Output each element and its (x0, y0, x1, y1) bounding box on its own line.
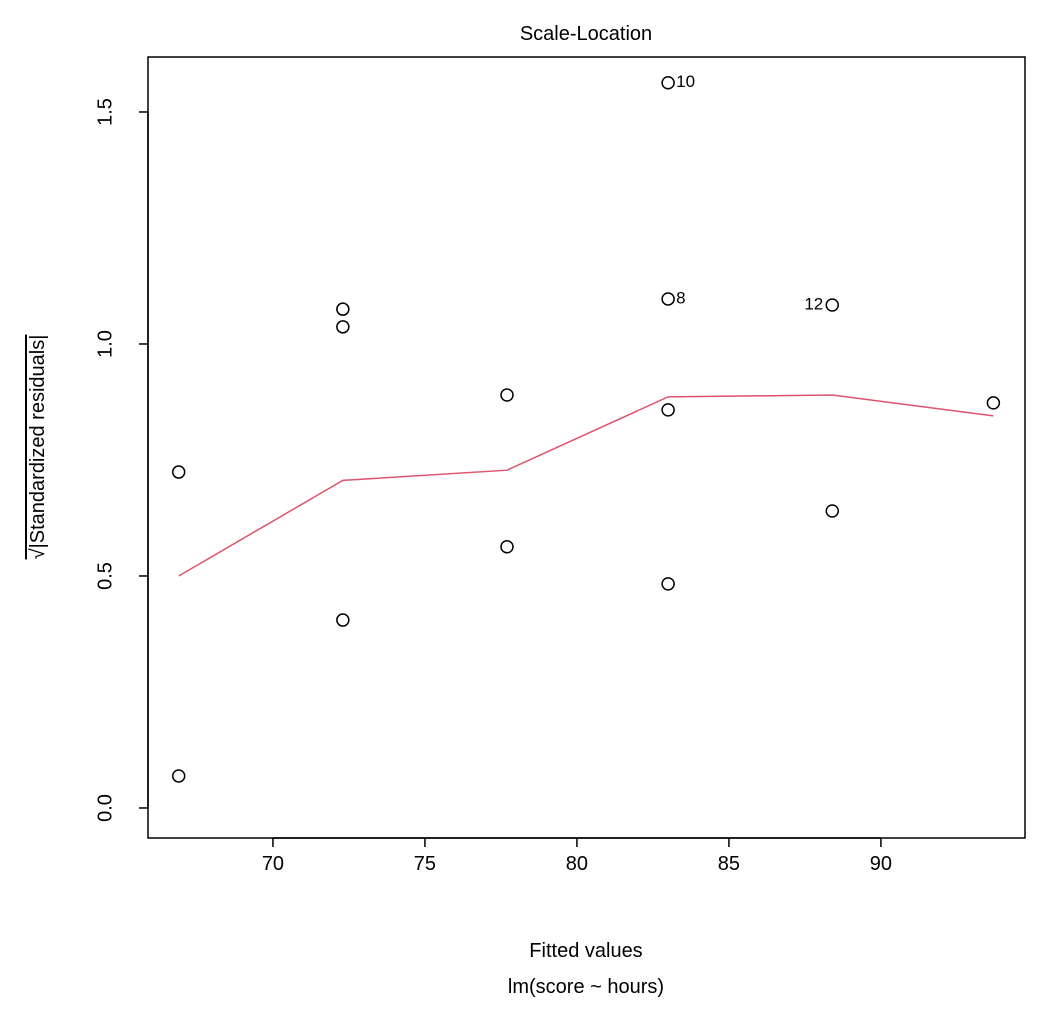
chart-title: Scale-Location (520, 23, 652, 45)
x-axis-label: Fitted values (529, 940, 642, 962)
y-axis-label: √|Standardized residuals| (27, 335, 49, 560)
point (661, 76, 675, 90)
point (661, 292, 675, 306)
plot-box (147, 56, 1026, 839)
point (336, 613, 350, 627)
point (825, 298, 840, 312)
smooth-line (178, 394, 994, 577)
x-tick-label: 75 (414, 853, 436, 875)
point (500, 388, 514, 402)
y-tick-label: 1.0 (94, 330, 116, 358)
y-tick-label: 0.5 (94, 562, 116, 590)
subtitle: lm(score ~ hours) (508, 976, 664, 998)
point (500, 539, 514, 554)
point-label: 8 (676, 288, 685, 307)
point (171, 769, 186, 783)
point (986, 396, 1001, 410)
point (661, 577, 675, 591)
x-tick-label: 85 (718, 853, 740, 875)
point-label: 10 (676, 72, 695, 91)
point (336, 302, 350, 316)
x-tick-label: 80 (566, 853, 588, 875)
x-tick-label: 90 (870, 853, 892, 875)
point (336, 320, 350, 334)
point (171, 465, 186, 479)
y-tick-label: 0.0 (94, 794, 116, 822)
point (825, 504, 840, 518)
x-tick-label: 70 (262, 853, 284, 875)
y-tick-label: 1.5 (94, 98, 116, 126)
point-label: 12 (804, 294, 823, 313)
point (661, 403, 675, 417)
